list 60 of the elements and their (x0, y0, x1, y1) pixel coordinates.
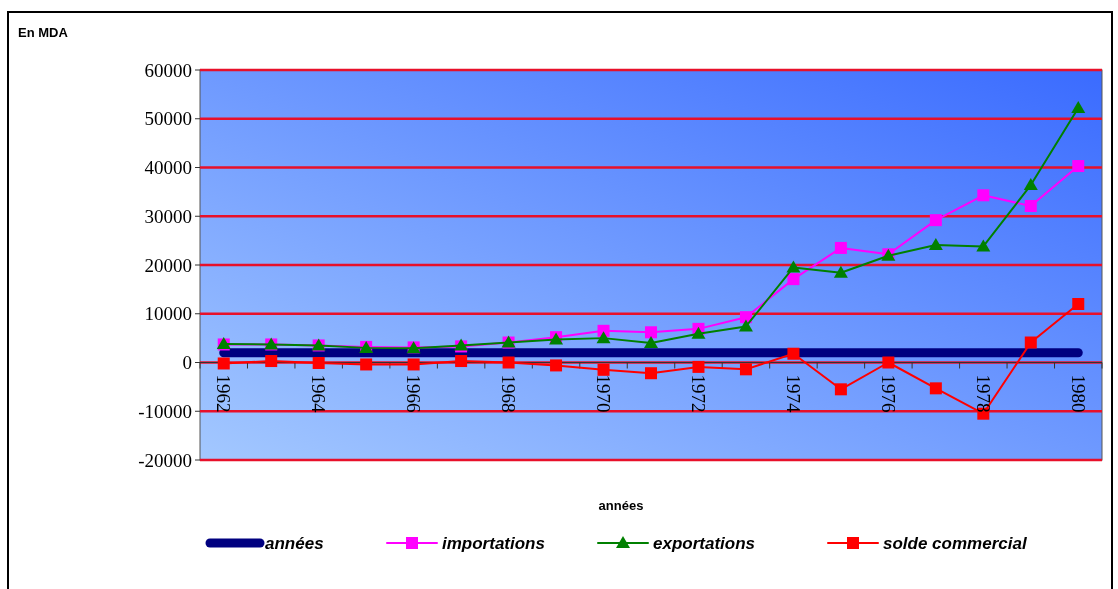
point (644, 336, 658, 348)
point (597, 363, 610, 376)
legend-label: exportations (653, 533, 756, 553)
y-tick-label: 0 (182, 352, 192, 374)
point (882, 356, 895, 369)
point (834, 241, 847, 254)
point (1071, 101, 1086, 114)
point (691, 326, 706, 339)
point (834, 383, 847, 396)
x-tick-label: 1968 (497, 374, 519, 413)
y-tick-label: -10000 (138, 400, 192, 422)
x-tick-label: 1980 (1067, 374, 1089, 413)
point (1024, 200, 1037, 213)
x-tick-label: 1966 (402, 374, 424, 413)
point (787, 347, 800, 360)
point (502, 356, 515, 369)
text: En MDA (18, 25, 69, 40)
point (407, 358, 420, 371)
point (787, 273, 800, 286)
y-tick-label: 30000 (144, 205, 192, 227)
point (976, 239, 991, 252)
y-tick-label: -20000 (138, 449, 192, 471)
point (929, 214, 942, 227)
point (217, 357, 230, 370)
y-tick-label: 50000 (144, 108, 192, 130)
point (977, 189, 990, 202)
point (455, 355, 468, 368)
x-tick-label: 1962 (213, 374, 235, 413)
point (645, 367, 657, 380)
point (1024, 336, 1037, 349)
y-tick-label: 10000 (144, 303, 192, 325)
point (1023, 178, 1038, 191)
legend-label: années (265, 533, 324, 553)
point (929, 382, 942, 395)
x-tick-label: 1972 (687, 374, 709, 413)
legend-label: solde commercial (883, 533, 1028, 553)
x-tick-label: 1964 (308, 374, 330, 413)
x-tick-label: 1970 (592, 374, 614, 413)
point (786, 260, 801, 273)
x-tick-label: 1974 (782, 374, 804, 413)
point (596, 331, 611, 344)
x-tick-label: 1978 (972, 374, 994, 413)
legend-label: importations (442, 533, 545, 553)
point (1072, 298, 1085, 310)
point (645, 326, 657, 339)
point (833, 265, 848, 278)
point (739, 363, 752, 376)
point (312, 356, 325, 369)
point (360, 358, 373, 371)
point (692, 360, 705, 373)
point (738, 319, 753, 332)
y-tick-label: 60000 (144, 59, 192, 81)
point (928, 238, 943, 251)
y-tick-label: 20000 (144, 254, 192, 276)
point (550, 359, 563, 372)
x-axis-title: années (598, 498, 644, 513)
point (1072, 160, 1085, 173)
y-tick-label: 40000 (144, 157, 192, 179)
point (265, 355, 278, 368)
x-tick-label: 1976 (877, 374, 899, 413)
